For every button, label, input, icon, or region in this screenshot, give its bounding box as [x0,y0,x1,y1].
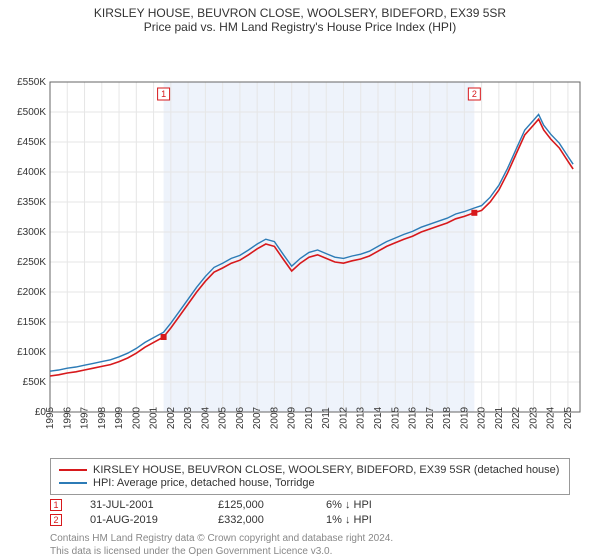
legend-item: KIRSLEY HOUSE, BEUVRON CLOSE, WOOLSERY, … [59,464,561,476]
svg-text:£500K: £500K [17,107,46,118]
svg-text:£150K: £150K [17,317,46,328]
svg-text:2003: 2003 [183,406,194,429]
svg-text:2007: 2007 [252,406,263,429]
legend-swatch [59,482,87,484]
svg-text:2018: 2018 [442,406,453,429]
sale-row: 1 31-JUL-2001 £125,000 6% ↓ HPI [50,499,570,511]
svg-text:1997: 1997 [80,406,91,429]
sale-date: 01-AUG-2019 [90,514,190,526]
svg-text:1: 1 [161,89,166,99]
svg-text:£450K: £450K [17,137,46,148]
legend-label: KIRSLEY HOUSE, BEUVRON CLOSE, WOOLSERY, … [93,464,559,476]
svg-text:2000: 2000 [131,406,142,429]
down-arrow-icon: ↓ [345,499,354,511]
svg-text:2005: 2005 [218,406,229,429]
title-line-2: Price paid vs. HM Land Registry's House … [0,20,600,34]
legend-item: HPI: Average price, detached house, Torr… [59,477,561,489]
sale-point-1 [161,334,167,340]
svg-text:2020: 2020 [477,406,488,429]
sale-price: £332,000 [218,514,298,526]
sale-date: 31-JUL-2001 [90,499,190,511]
line-chart-svg: £0£50K£100K£150K£200K£250K£300K£350K£400… [0,34,600,452]
sale-point-2 [471,210,477,216]
svg-text:£50K: £50K [23,377,47,388]
sale-price: £125,000 [218,499,298,511]
svg-text:2: 2 [472,89,477,99]
svg-text:2006: 2006 [235,406,246,429]
svg-text:2014: 2014 [373,406,384,429]
footer-line-1: Contains HM Land Registry data © Crown c… [50,532,570,545]
chart-area: £0£50K£100K£150K£200K£250K£300K£350K£400… [0,34,600,452]
down-arrow-icon: ↓ [345,514,354,526]
title-line-1: KIRSLEY HOUSE, BEUVRON CLOSE, WOOLSERY, … [0,6,600,20]
svg-text:2024: 2024 [546,406,557,429]
sale-marker-icon: 2 [50,514,62,526]
svg-text:£250K: £250K [17,257,46,268]
svg-text:£300K: £300K [17,227,46,238]
svg-text:£350K: £350K [17,197,46,208]
svg-text:1999: 1999 [114,406,125,429]
svg-text:2025: 2025 [563,406,574,429]
svg-text:£100K: £100K [17,347,46,358]
svg-text:2022: 2022 [511,406,522,429]
footer-line-2: This data is licensed under the Open Gov… [50,545,570,558]
svg-text:2012: 2012 [338,406,349,429]
sale-hpi-delta: 6% ↓ HPI [326,499,372,511]
svg-text:2015: 2015 [390,406,401,429]
svg-text:2019: 2019 [459,406,470,429]
svg-text:£550K: £550K [17,77,46,88]
svg-text:2001: 2001 [149,406,160,429]
svg-text:1998: 1998 [97,406,108,429]
svg-text:1996: 1996 [62,406,73,429]
legend-swatch [59,469,87,471]
svg-text:2004: 2004 [200,406,211,429]
sale-row: 2 01-AUG-2019 £332,000 1% ↓ HPI [50,514,570,526]
legend-label: HPI: Average price, detached house, Torr… [93,477,315,489]
sales-table: 1 31-JUL-2001 £125,000 6% ↓ HPI 2 01-AUG-2019… [50,499,570,526]
svg-text:2002: 2002 [166,406,177,429]
footer-attribution: Contains HM Land Registry data © Crown c… [50,532,570,558]
svg-text:2016: 2016 [408,406,419,429]
svg-text:2008: 2008 [269,406,280,429]
svg-text:2023: 2023 [528,406,539,429]
legend: KIRSLEY HOUSE, BEUVRON CLOSE, WOOLSERY, … [50,458,570,495]
svg-text:2009: 2009 [287,406,298,429]
svg-text:£200K: £200K [17,287,46,298]
sale-marker-icon: 1 [50,499,62,511]
sale-hpi-delta: 1% ↓ HPI [326,514,372,526]
svg-text:2017: 2017 [425,406,436,429]
svg-text:2021: 2021 [494,406,505,429]
svg-text:2013: 2013 [356,406,367,429]
chart-titles: KIRSLEY HOUSE, BEUVRON CLOSE, WOOLSERY, … [0,0,600,34]
svg-text:2010: 2010 [304,406,315,429]
svg-text:2011: 2011 [321,407,332,429]
svg-text:£400K: £400K [17,167,46,178]
